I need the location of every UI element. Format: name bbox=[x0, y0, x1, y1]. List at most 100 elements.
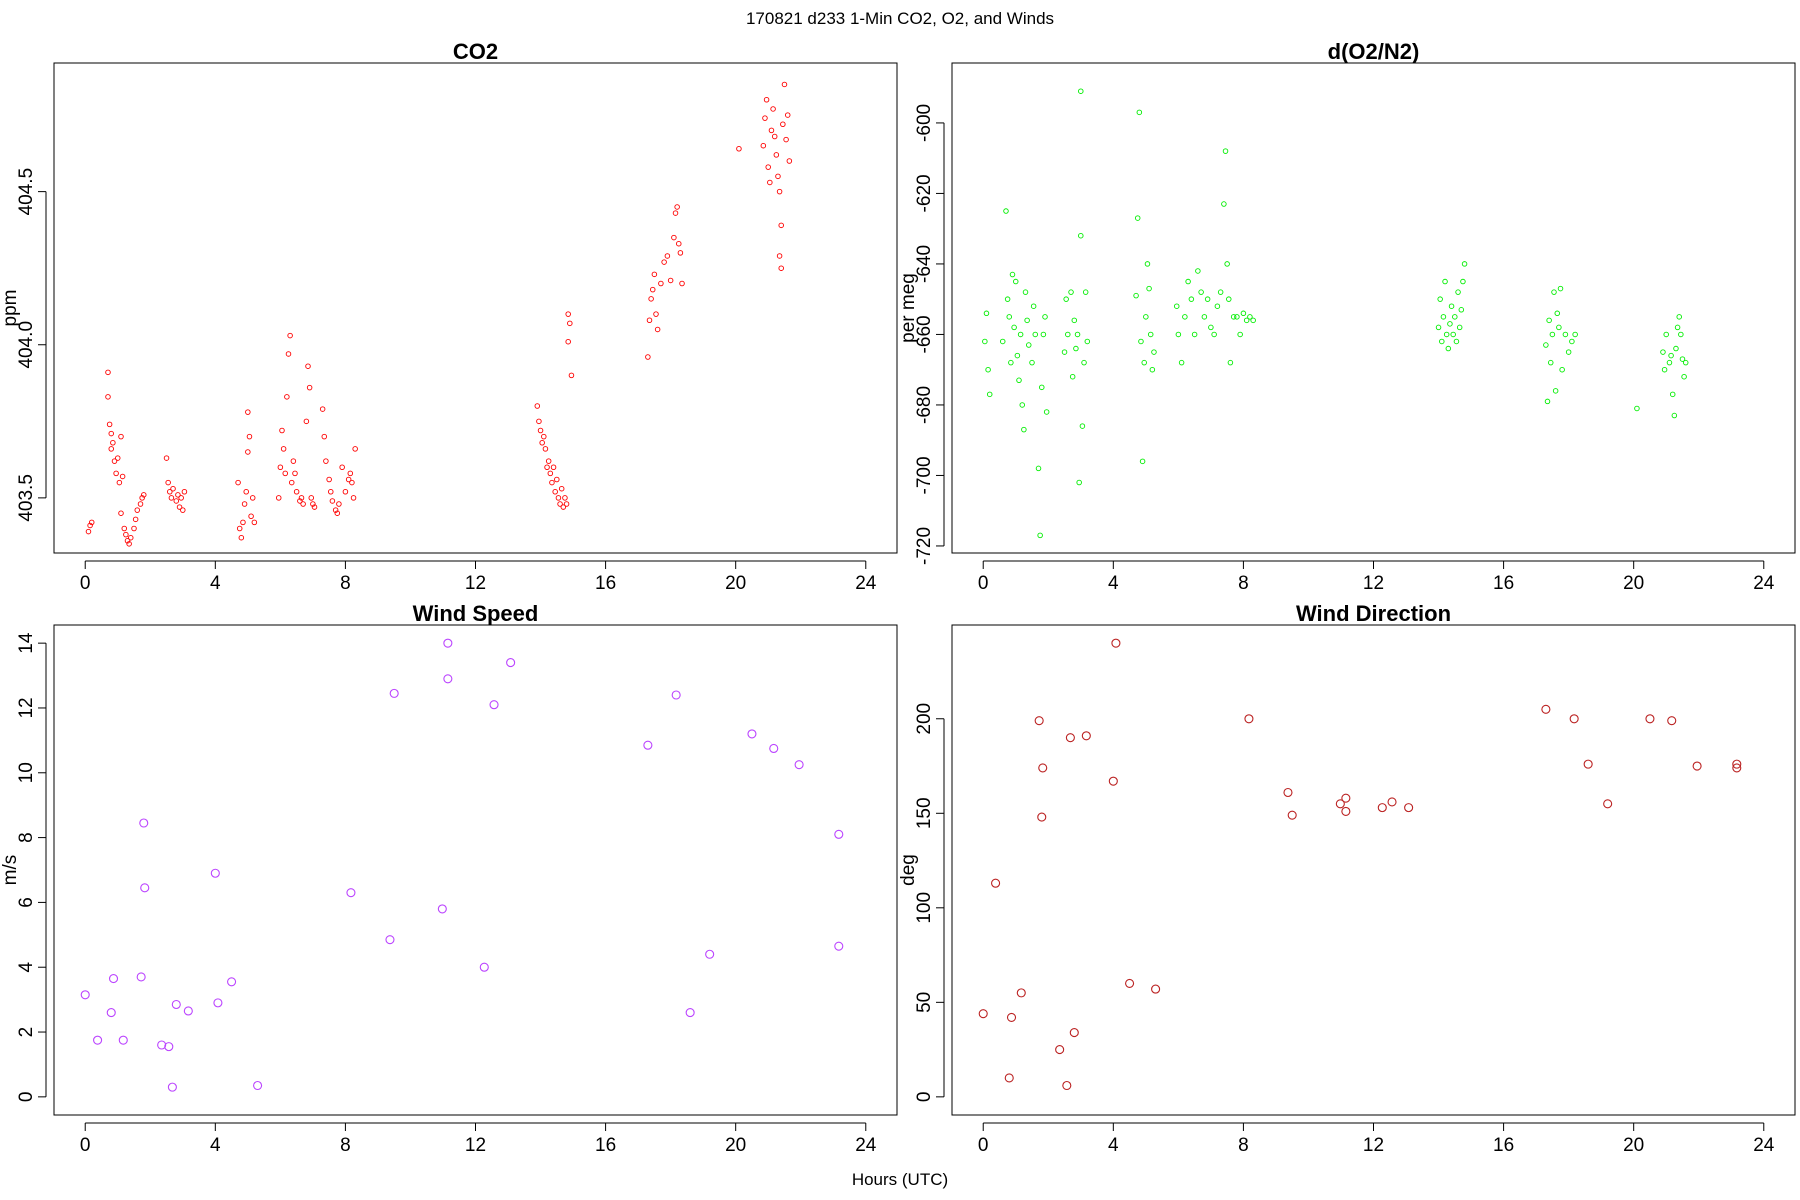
o2-n2-y-tick-label: -660 bbox=[914, 315, 935, 353]
co2-data-point bbox=[87, 522, 93, 529]
co2-data-point bbox=[176, 504, 183, 510]
co2-data-point bbox=[238, 534, 245, 541]
co2-data-point bbox=[119, 473, 126, 480]
co2-data-point bbox=[108, 430, 114, 437]
o2-n2-y-tick-label: -700 bbox=[914, 456, 935, 494]
co2-data-point bbox=[243, 489, 249, 495]
co2-y-tick-label: 403.5 bbox=[16, 474, 37, 522]
co2-data-point bbox=[541, 433, 547, 440]
co2-data-point bbox=[280, 446, 287, 452]
co2-data-point bbox=[645, 354, 651, 360]
o2-n2-data-point bbox=[1211, 331, 1217, 338]
o2-n2-data-point bbox=[1669, 391, 1676, 398]
o2-n2-data-point bbox=[1243, 317, 1250, 324]
co2-data-point bbox=[336, 501, 342, 507]
o2-n2-data-point bbox=[1065, 331, 1071, 338]
wind-direction-y-tick-label: 100 bbox=[914, 892, 935, 924]
co2-data-point bbox=[245, 409, 251, 415]
o2-n2-y-tick-label: -600 bbox=[914, 104, 935, 142]
co2-data-point bbox=[163, 455, 170, 461]
co2-data-point bbox=[319, 406, 326, 412]
o2-n2-data-point bbox=[1217, 289, 1224, 295]
wind-speed-data-point bbox=[389, 688, 399, 698]
wind-speed-x-tick-label: 24 bbox=[855, 1135, 877, 1156]
co2-data-point bbox=[328, 489, 334, 495]
co2-data-point bbox=[139, 495, 145, 501]
wind-speed-data-point bbox=[106, 1008, 116, 1018]
wind-speed-data-point bbox=[213, 998, 223, 1008]
co2-data-point bbox=[568, 372, 575, 379]
o2-n2-x-tick-label: 24 bbox=[1753, 573, 1775, 594]
wind-speed-data-point bbox=[136, 972, 146, 982]
o2-n2-data-point bbox=[985, 366, 991, 373]
co2-data-point bbox=[350, 495, 357, 501]
wind-speed-data-point bbox=[437, 904, 447, 914]
co2-data-point bbox=[563, 501, 570, 507]
wind-direction-data-point bbox=[1283, 787, 1293, 798]
o2-n2-data-point bbox=[1668, 352, 1674, 359]
co2-y-tick-label: 404.0 bbox=[16, 321, 37, 369]
o2-n2-y-tick-label: -680 bbox=[914, 386, 935, 424]
co2-data-point bbox=[347, 470, 354, 477]
co2-data-point bbox=[165, 479, 171, 486]
co2-data-point bbox=[121, 525, 127, 532]
o2-n2-data-point bbox=[1069, 373, 1076, 380]
wind-direction-x-tick-label: 24 bbox=[1753, 1135, 1775, 1156]
co2-panel: CO2 ppm 0 4 8 12 16 20 24 403.5 404.0 404.5 bbox=[0, 39, 898, 594]
o2-n2-data-point bbox=[1021, 426, 1027, 433]
co2-data-point bbox=[240, 519, 246, 526]
wind-direction-x-tick-label: 16 bbox=[1493, 1135, 1514, 1156]
co2-data-point bbox=[141, 492, 147, 498]
co2-ylabel: ppm bbox=[0, 290, 21, 327]
o2-n2-data-point bbox=[1006, 314, 1012, 320]
wind-direction-data-point bbox=[991, 878, 1001, 888]
o2-n2-data-point bbox=[1208, 324, 1214, 331]
co2-data-point bbox=[672, 210, 679, 216]
co2-data-point bbox=[760, 142, 767, 149]
wind-speed-plot-frame bbox=[53, 624, 898, 1116]
o2-n2-data-point bbox=[1214, 303, 1221, 309]
wind-speed-y-tick-label: 8 bbox=[16, 832, 37, 843]
o2-n2-data-point bbox=[1660, 349, 1666, 355]
co2-data-point bbox=[235, 479, 241, 486]
wind-speed-x-tick-label: 0 bbox=[80, 1135, 91, 1156]
o2-n2-data-point bbox=[1679, 356, 1686, 362]
o2-n2-data-point bbox=[1195, 268, 1201, 274]
wind-direction-data-point bbox=[1387, 797, 1397, 807]
co2-data-point bbox=[308, 495, 315, 501]
o2-n2-data-point bbox=[1551, 289, 1557, 295]
o2-n2-data-point bbox=[1453, 338, 1460, 345]
co2-data-point bbox=[783, 136, 789, 143]
co2-data-point bbox=[773, 152, 780, 158]
wind-speed-data-point bbox=[834, 829, 844, 839]
wind-speed-data-point bbox=[227, 977, 237, 987]
co2-data-point bbox=[736, 145, 742, 152]
wind-direction-x-tick-label: 4 bbox=[1108, 1135, 1119, 1156]
co2-data-point bbox=[282, 470, 288, 477]
wind-direction-data-point bbox=[1667, 716, 1677, 726]
co2-data-point bbox=[293, 489, 300, 495]
co2-data-point bbox=[285, 351, 292, 357]
o2-n2-data-point bbox=[1146, 285, 1152, 292]
co2-data-point bbox=[778, 222, 784, 229]
o2-n2-data-point bbox=[1073, 345, 1079, 352]
co2-data-point bbox=[108, 446, 114, 452]
o2-n2-data-point bbox=[1554, 310, 1561, 317]
co2-data-point bbox=[134, 507, 141, 513]
wind-speed-data-point bbox=[183, 1006, 193, 1016]
co2-data-point bbox=[290, 458, 297, 464]
o2-n2-data-point bbox=[1452, 314, 1458, 320]
o2-n2-data-point bbox=[1230, 314, 1237, 320]
o2-n2-data-point bbox=[1461, 261, 1468, 267]
o2-n2-data-point bbox=[1081, 359, 1087, 366]
co2-data-point bbox=[763, 96, 770, 103]
o2-n2-data-point bbox=[1198, 289, 1204, 295]
o2-n2-data-point bbox=[1016, 377, 1022, 384]
co2-data-point bbox=[241, 501, 248, 507]
wind-direction-data-point bbox=[1034, 716, 1044, 726]
o2-n2-data-point bbox=[1435, 324, 1442, 331]
wind-direction-data-point bbox=[1341, 793, 1351, 803]
o2-n2-data-point bbox=[1676, 314, 1682, 320]
o2-n2-data-point bbox=[1556, 324, 1562, 331]
